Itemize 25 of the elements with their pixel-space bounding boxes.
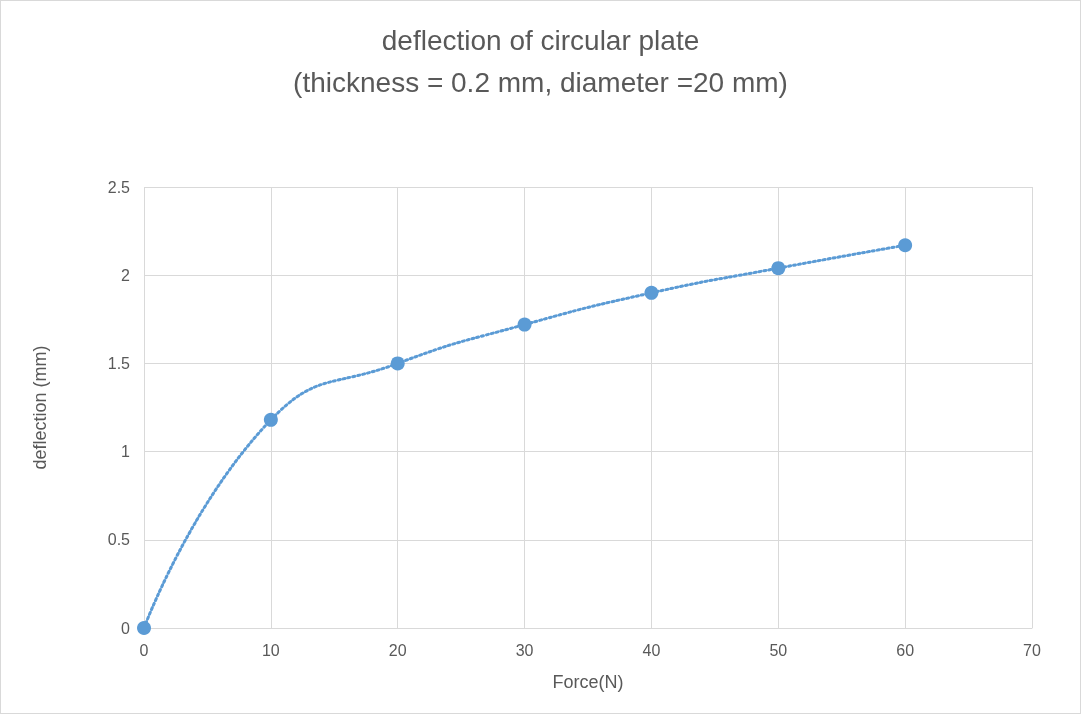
point xyxy=(390,356,405,371)
point xyxy=(644,285,659,300)
x-tick-label: 40 xyxy=(642,641,661,659)
chart-title: deflection of circular plate xyxy=(381,24,700,56)
point xyxy=(137,621,151,635)
x-tick-label: 0 xyxy=(139,641,149,659)
x-tick-label: 60 xyxy=(896,641,915,659)
x-axis-title: Force(N) xyxy=(552,672,624,692)
x-tick-label: 20 xyxy=(388,641,407,659)
y-tick-label: 0.5 xyxy=(107,531,131,549)
point xyxy=(517,317,532,332)
point xyxy=(898,238,913,253)
x-tick-label: 50 xyxy=(769,641,788,659)
point xyxy=(263,412,278,427)
x-tick-label: 10 xyxy=(261,641,280,659)
y-tick-label: 1 xyxy=(121,443,131,461)
y-tick-label: 1.5 xyxy=(107,354,131,372)
chart-subtitle: (thickness = 0.2 mm, diameter =20 mm) xyxy=(293,66,788,98)
y-tick-label: 2 xyxy=(121,266,131,284)
y-axis-title: deflection (mm) xyxy=(30,345,50,470)
x-tick-label: 70 xyxy=(1023,641,1041,659)
point xyxy=(771,261,786,276)
y-tick-label: 0 xyxy=(121,619,131,637)
y-tick-label: 2.5 xyxy=(107,178,131,196)
x-tick-label: 30 xyxy=(515,641,534,659)
